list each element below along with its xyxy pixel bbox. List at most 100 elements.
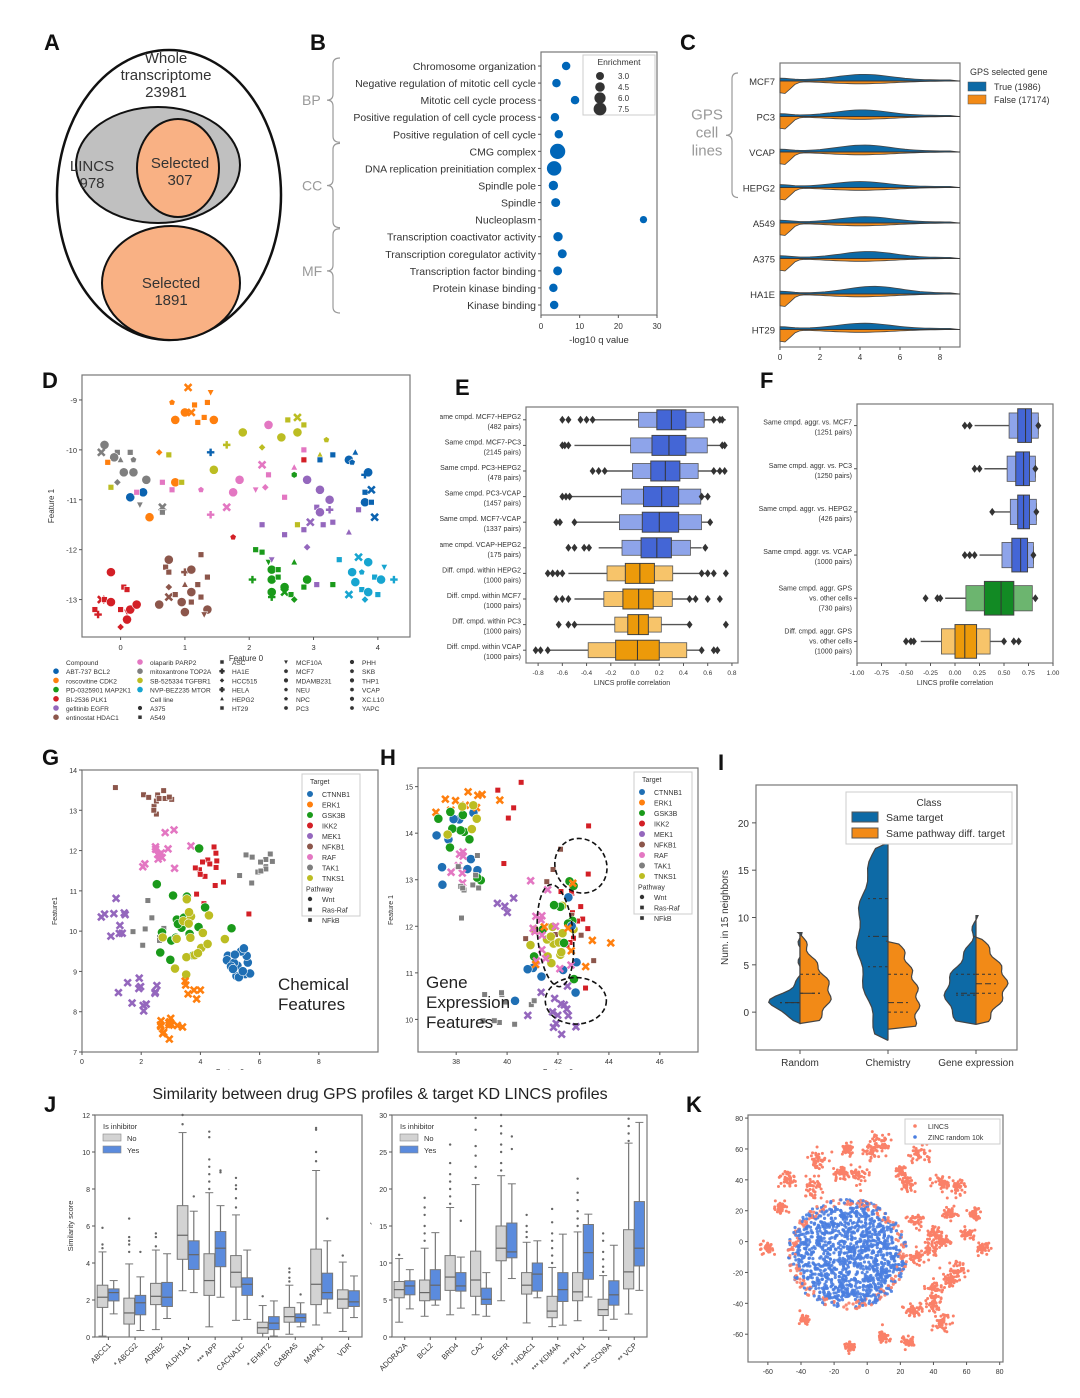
k-lincs-point [972, 1234, 976, 1238]
k-zinc-point [862, 1204, 866, 1208]
g-annotation: Chemical [278, 975, 349, 994]
k-zinc-point [904, 1253, 909, 1258]
j-xtick-label: GABRA5 [272, 1341, 300, 1369]
j-outlier [127, 1239, 131, 1242]
k-lincs-point [878, 1338, 882, 1342]
k-zinc-point [811, 1250, 815, 1254]
k-zinc-point [876, 1269, 880, 1273]
k-zinc-point [870, 1212, 874, 1216]
k-zinc-point [823, 1274, 827, 1278]
j-box [321, 1272, 334, 1300]
k-lincs-point [875, 1136, 879, 1140]
d-data-point [163, 554, 174, 565]
k-zinc-point [798, 1221, 802, 1225]
k-lincs-point [966, 1269, 970, 1273]
k-lincs-point [767, 1247, 771, 1251]
j-outlier [154, 1232, 158, 1235]
k-lincs-point [873, 1145, 877, 1149]
j-xtick-label: ** VCP [616, 1341, 639, 1364]
e-outlier [704, 492, 711, 501]
k-lincs-point [973, 1228, 977, 1232]
k-lincs-point [881, 1333, 885, 1337]
h-data-point [465, 854, 476, 864]
k-zinc-point [791, 1241, 795, 1245]
d-data-point [206, 510, 215, 519]
k-zinc-point [833, 1216, 837, 1220]
d-data-point [344, 590, 354, 599]
k-zinc-point [887, 1225, 891, 1230]
d-legend-marker [137, 659, 143, 665]
j-outlier [525, 1213, 528, 1217]
k-lincs-point [951, 1321, 955, 1325]
k-lincs-point [931, 1296, 935, 1300]
j-xtick-label: * EHMT2 [245, 1341, 273, 1369]
j-xtick-label: ADRB2 [142, 1341, 166, 1365]
g-data-point [169, 825, 179, 835]
e-outlier [589, 467, 596, 475]
k-lincs-point [806, 1315, 810, 1319]
k-zinc-point [899, 1233, 903, 1237]
d-legend-entry: PHH [362, 660, 376, 667]
k-zinc-point [819, 1271, 823, 1275]
k-lincs-point [924, 1246, 928, 1250]
k-zinc-point [871, 1249, 875, 1254]
i-violin-half [767, 931, 803, 1025]
h-data-point [509, 893, 518, 903]
k-zinc-point [859, 1254, 863, 1259]
k-lincs-point [844, 1150, 848, 1154]
i-ytick-label: 20 [738, 819, 750, 830]
k-zinc-point [840, 1285, 844, 1290]
c-category-label: MCF7 [749, 77, 775, 88]
j-outlier [181, 1113, 184, 1117]
h-data-point [464, 834, 475, 845]
d-legend-entry: NPC [296, 697, 310, 704]
k-zinc-point [844, 1294, 848, 1299]
f-row-count: (426 pairs) [819, 516, 852, 523]
h-legend-entry: NFKB1 [654, 843, 677, 850]
c-group-label: lines [692, 142, 723, 159]
k-lincs-point [961, 1262, 965, 1266]
b-group-brace [326, 142, 341, 229]
e-row-count: (1000 pairs) [484, 577, 521, 584]
k-zinc-point [798, 1233, 802, 1237]
k-zinc-point [807, 1256, 811, 1260]
c-plot-frame [779, 62, 961, 348]
g-data-point [135, 973, 144, 983]
k-zinc-point [833, 1295, 837, 1299]
k-lincs-point [847, 1343, 851, 1347]
d-data-point [113, 478, 122, 487]
panel-label-d: D [42, 368, 58, 393]
k-zinc-point [875, 1235, 879, 1240]
k-zinc-point [826, 1273, 831, 1277]
g-data-point [185, 932, 196, 943]
j-outlier [423, 1213, 426, 1217]
d-legend-entry: roscovitine CDK2 [66, 678, 117, 685]
g-data-point [163, 844, 173, 854]
k-lincs-point [809, 1154, 813, 1158]
e-row-count: (482 pairs) [488, 424, 521, 431]
k-zinc-point [801, 1264, 805, 1268]
k-zinc-point [870, 1265, 875, 1269]
k-zinc-point [812, 1294, 816, 1298]
k-lincs-point [855, 1184, 859, 1188]
d-data-point [197, 551, 205, 558]
k-zinc-point [881, 1264, 885, 1268]
d-data-point [164, 582, 173, 592]
k-zinc-point [885, 1253, 889, 1257]
j-outlier [576, 1217, 579, 1220]
d-data-point [109, 452, 120, 463]
e-outlier [537, 646, 544, 655]
e-outlier [710, 415, 717, 424]
k-zinc-point [878, 1272, 883, 1276]
k-zinc-point [808, 1287, 812, 1291]
k-lincs-point [928, 1149, 932, 1153]
k-zinc-point [855, 1255, 859, 1260]
f-xtick-label: -1.00 [850, 670, 865, 677]
b-data-point [551, 198, 561, 208]
k-zinc-point [858, 1292, 862, 1296]
k-zinc-point [829, 1216, 833, 1221]
j-box [348, 1290, 360, 1307]
k-zinc-point [824, 1248, 828, 1253]
d-data-point [300, 421, 308, 429]
